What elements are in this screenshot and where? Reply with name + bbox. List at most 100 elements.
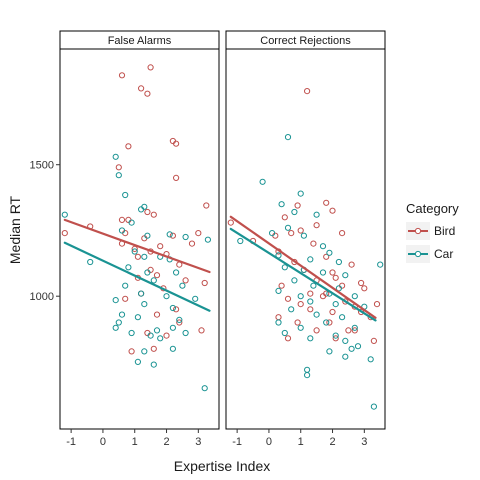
point-false-alarms-car-2	[115, 172, 122, 179]
point-correct-rejections-bird-27	[284, 295, 292, 302]
point-correct-rejections-car-4	[291, 208, 298, 216]
point-correct-rejections-car-39	[342, 337, 349, 344]
legend-label-bird: Bird	[434, 224, 455, 238]
point-correct-rejections-bird-40	[370, 337, 377, 344]
point-false-alarms-car-26	[169, 304, 176, 312]
trend-line-false-alarms-car	[63, 241, 211, 312]
point-false-alarms-bird-20	[134, 253, 141, 260]
y-tick-label-1500: 1500	[30, 160, 54, 172]
point-false-alarms-car-29	[134, 314, 141, 321]
point-correct-rejections-bird-44	[345, 327, 352, 334]
point-correct-rejections-car-0	[284, 134, 292, 141]
point-false-alarms-car-19	[150, 277, 157, 284]
legend-item-car: Car	[406, 245, 453, 263]
point-false-alarms-bird-8	[173, 174, 180, 181]
point-false-alarms-car-36	[147, 332, 154, 339]
point-false-alarms-bird-32	[173, 306, 180, 313]
point-false-alarms-car-37	[157, 335, 164, 342]
legend-label-car: Car	[434, 247, 453, 261]
point-false-alarms-car-33	[169, 324, 176, 331]
point-false-alarms-bird-42	[163, 332, 170, 339]
point-correct-rejections-bird-43	[326, 319, 333, 326]
point-false-alarms-car-39	[150, 361, 157, 368]
point-correct-rejections-car-43	[304, 366, 311, 373]
x-tick-label-panel2-0: 0	[266, 436, 272, 448]
point-false-alarms-car-42	[169, 345, 176, 352]
point-false-alarms-bird-6	[173, 140, 180, 147]
point-correct-rejections-bird-34	[275, 314, 282, 321]
point-false-alarms-bird-34	[153, 311, 161, 318]
point-correct-rejections-bird-7	[288, 230, 295, 237]
point-correct-rejections-car-46	[237, 237, 244, 245]
legend-item-bird: Bird	[406, 222, 455, 240]
point-correct-rejections-car-34	[323, 319, 330, 326]
point-correct-rejections-car-30	[313, 311, 320, 318]
panel-frame-false-alarms	[59, 30, 220, 430]
point-false-alarms-car-32	[153, 327, 161, 334]
point-correct-rejections-car-41	[326, 348, 333, 355]
x-axis-title: Expertise Index	[174, 458, 271, 474]
point-correct-rejections-bird-9	[310, 240, 317, 247]
point-correct-rejections-bird-38	[284, 335, 292, 342]
panel-title-correct-rejections: Correct Rejections	[260, 35, 351, 47]
point-correct-rejections-car-29	[288, 306, 295, 313]
point-false-alarms-bird-41	[201, 279, 208, 287]
point-correct-rejections-bird-25	[358, 279, 365, 287]
point-correct-rejections-car-48	[367, 356, 374, 363]
legend: Category Bird Car	[406, 201, 459, 263]
point-correct-rejections-bird-37	[313, 327, 320, 334]
point-correct-rejections-bird-26	[361, 285, 368, 292]
point-false-alarms-car-28	[118, 311, 126, 318]
point-false-alarms-car-21	[179, 282, 186, 289]
point-correct-rejections-car-1	[259, 178, 266, 185]
point-correct-rejections-bird-16	[323, 253, 330, 260]
point-false-alarms-car-16	[125, 264, 132, 271]
point-correct-rejections-car-22	[275, 287, 282, 294]
panel-false-alarms: False Alarms	[59, 30, 220, 430]
point-false-alarms-car-11	[131, 248, 138, 255]
point-false-alarms-bird-24	[169, 232, 176, 239]
point-correct-rejections-car-27	[332, 301, 339, 308]
point-correct-rejections-bird-5	[313, 222, 320, 229]
x-tick-label-panel2--1: -1	[232, 436, 242, 448]
point-false-alarms-bird-33	[122, 295, 129, 302]
x-tick-label-panel2-2: 2	[329, 436, 335, 448]
point-correct-rejections-car-19	[291, 277, 298, 284]
point-correct-rejections-bird-21	[278, 282, 285, 289]
point-false-alarms-bird-28	[153, 272, 161, 279]
point-false-alarms-bird-29	[182, 277, 189, 284]
point-false-alarms-bird-12	[150, 211, 157, 218]
point-correct-rejections-car-12	[307, 256, 314, 263]
point-false-alarms-car-44	[87, 258, 94, 266]
point-correct-rejections-car-20	[310, 282, 317, 289]
point-false-alarms-car-6	[128, 219, 135, 226]
point-correct-rejections-car-9	[319, 243, 327, 250]
point-false-alarms-bird-25	[188, 240, 196, 247]
x-tick-label-panel1-3: 3	[195, 436, 201, 448]
point-correct-rejections-car-18	[342, 272, 349, 279]
point-correct-rejections-bird-4	[281, 214, 288, 221]
point-correct-rejections-car-38	[332, 332, 339, 339]
point-false-alarms-bird-39	[61, 230, 68, 237]
point-correct-rejections-car-13	[335, 258, 342, 266]
legend-key-point-bird	[414, 227, 422, 235]
point-correct-rejections-car-40	[354, 343, 362, 350]
point-false-alarms-car-20	[122, 282, 129, 289]
y-tick-label-1000: 1000	[30, 291, 54, 303]
point-false-alarms-car-43	[112, 324, 119, 331]
panel-title-false-alarms: False Alarms	[108, 35, 172, 47]
point-correct-rejections-car-25	[351, 293, 358, 300]
point-correct-rejections-bird-14	[348, 261, 355, 268]
point-false-alarms-car-12	[141, 253, 148, 260]
point-correct-rejections-bird-32	[307, 306, 314, 313]
point-false-alarms-car-25	[141, 301, 148, 308]
y-axis-title: Median RT	[7, 195, 23, 264]
point-correct-rejections-bird-24	[332, 274, 339, 281]
point-correct-rejections-car-36	[281, 329, 288, 337]
point-false-alarms-car-31	[115, 319, 122, 326]
point-correct-rejections-car-42	[342, 353, 349, 360]
point-correct-rejections-car-23	[297, 293, 304, 300]
point-correct-rejections-car-17	[319, 269, 327, 276]
x-tick-label-panel2-3: 3	[361, 436, 367, 448]
